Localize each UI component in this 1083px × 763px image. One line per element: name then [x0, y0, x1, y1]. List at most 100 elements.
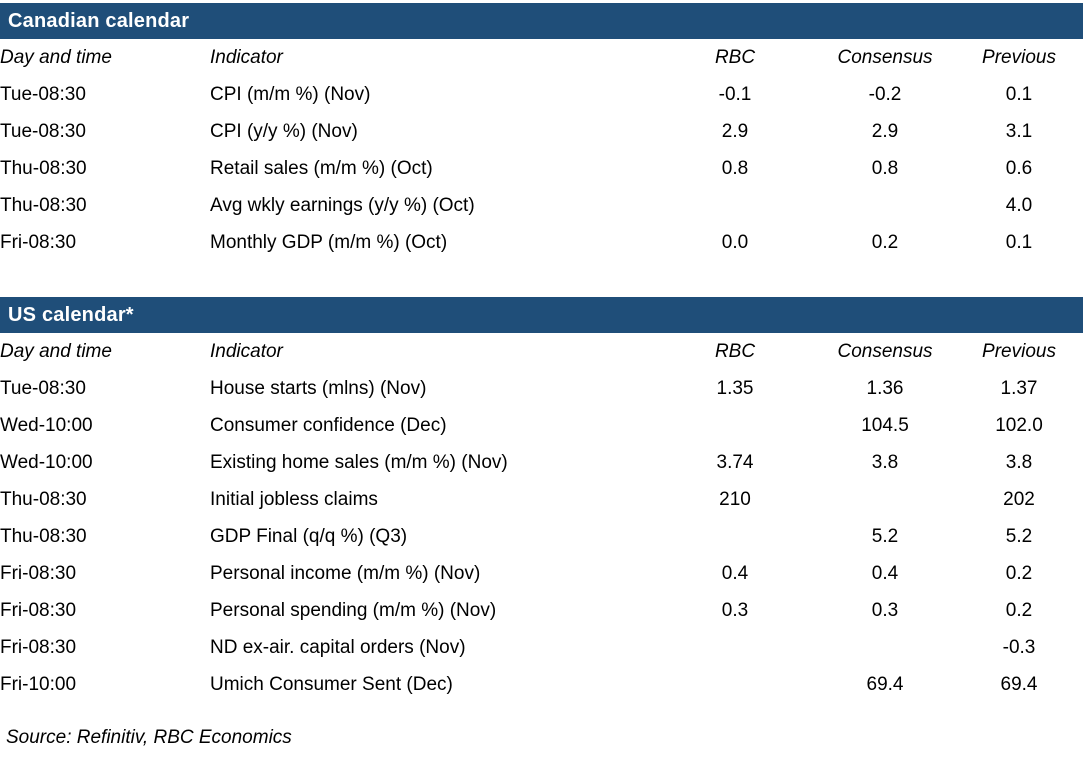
us-calendar-table: Day and time Indicator RBC Consensus Pre…: [0, 333, 1083, 703]
cell-indicator: Personal spending (m/m %) (Nov): [210, 599, 497, 621]
cell-consensus: 5.2: [871, 525, 899, 547]
table-row: Fri-08:30 Monthly GDP (m/m %) (Oct) 0.0 0.2…: [0, 224, 1083, 261]
cell-rbc: [655, 629, 815, 666]
cell-rbc: 2.9: [721, 120, 749, 142]
cell-day-and-time: Fri-10:00: [0, 673, 77, 695]
cell-consensus: 1.36: [866, 377, 904, 399]
section-title: Canadian calendar: [8, 10, 190, 32]
cell-rbc: 0.8: [721, 157, 749, 179]
col-header-indicator: Indicator: [210, 46, 283, 68]
canadian-calendar-body: Tue-08:30 CPI (m/m %) (Nov) -0.1 -0.2 0.1 Tue…: [0, 76, 1083, 261]
table-row: Tue-08:30 House starts (mlns) (Nov) 1.35 1.…: [0, 370, 1083, 407]
cell-previous: 69.4: [1000, 673, 1038, 695]
source-note: Source: Refinitiv, RBC Economics: [6, 727, 292, 748]
cell-consensus: 0.3: [871, 599, 899, 621]
cell-previous: -0.3: [1002, 636, 1036, 658]
cell-consensus: [815, 187, 955, 224]
cell-indicator: ND ex-air. capital orders (Nov): [210, 636, 466, 658]
cell-rbc: 0.3: [721, 599, 749, 621]
col-header-rbc: RBC: [714, 340, 756, 362]
cell-consensus: 0.2: [871, 231, 899, 253]
table-row: Thu-08:30 Avg wkly earnings (y/y %) (Oct)…: [0, 187, 1083, 224]
cell-consensus: 2.9: [871, 120, 899, 142]
cell-indicator: Retail sales (m/m %) (Oct): [210, 157, 433, 179]
us-calendar-title-bar: US calendar*: [0, 297, 1083, 333]
cell-previous: 202: [1003, 488, 1035, 510]
cell-rbc: 3.74: [716, 451, 754, 473]
cell-previous: 0.2: [1005, 562, 1033, 584]
table-row: Thu-08:30 GDP Final (q/q %) (Q3) 5.2 5.2: [0, 518, 1083, 555]
cell-previous: 0.1: [1005, 231, 1033, 253]
cell-rbc: [655, 518, 815, 555]
cell-day-and-time: Tue-08:30: [0, 377, 86, 399]
cell-previous: 0.1: [1005, 83, 1033, 105]
cell-day-and-time: Tue-08:30: [0, 83, 86, 105]
cell-indicator: Consumer confidence (Dec): [210, 414, 447, 436]
section-title: US calendar*: [8, 304, 134, 326]
cell-indicator: CPI (y/y %) (Nov): [210, 120, 358, 142]
column-header-row: Day and time Indicator RBC Consensus Pre…: [0, 333, 1083, 370]
cell-previous: 5.2: [1005, 525, 1033, 547]
cell-rbc: 210: [719, 488, 751, 510]
cell-indicator: GDP Final (q/q %) (Q3): [210, 525, 408, 547]
cell-day-and-time: Wed-10:00: [0, 414, 93, 436]
cell-day-and-time: Fri-08:30: [0, 636, 77, 658]
cell-consensus: 0.8: [871, 157, 899, 179]
cell-day-and-time: Thu-08:30: [0, 525, 87, 547]
canadian-calendar-section: Canadian calendar Day and time Indicator…: [0, 3, 1083, 261]
cell-consensus: 3.8: [871, 451, 899, 473]
cell-rbc: [655, 407, 815, 444]
cell-day-and-time: Thu-08:30: [0, 157, 87, 179]
cell-rbc: 1.35: [716, 377, 754, 399]
col-header-consensus: Consensus: [837, 46, 933, 68]
column-header-row: Day and time Indicator RBC Consensus Pre…: [0, 39, 1083, 76]
table-row: Tue-08:30 CPI (m/m %) (Nov) -0.1 -0.2 0.1: [0, 76, 1083, 113]
table-row: Tue-08:30 CPI (y/y %) (Nov) 2.9 2.9 3.1: [0, 113, 1083, 150]
cell-day-and-time: Fri-08:30: [0, 231, 77, 253]
cell-consensus: 0.4: [871, 562, 899, 584]
cell-previous: 4.0: [1005, 194, 1033, 216]
us-calendar-body: Tue-08:30 House starts (mlns) (Nov) 1.35 1.…: [0, 370, 1083, 703]
cell-previous: 0.6: [1005, 157, 1033, 179]
cell-previous: 1.37: [1000, 377, 1038, 399]
cell-rbc: [655, 666, 815, 703]
cell-indicator: Umich Consumer Sent (Dec): [210, 673, 453, 695]
cell-rbc: 0.4: [721, 562, 749, 584]
cell-day-and-time: Wed-10:00: [0, 451, 93, 473]
cell-rbc: -0.1: [718, 83, 752, 105]
col-header-previous: Previous: [982, 46, 1056, 68]
cell-day-and-time: Fri-08:30: [0, 562, 77, 584]
cell-rbc: [655, 187, 815, 224]
cell-consensus: 69.4: [866, 673, 904, 695]
table-row: Wed-10:00 Consumer confidence (Dec) 104.5 1…: [0, 407, 1083, 444]
cell-day-and-time: Thu-08:30: [0, 194, 87, 216]
cell-indicator: CPI (m/m %) (Nov): [210, 83, 371, 105]
cell-previous: 102.0: [995, 414, 1043, 436]
col-header-rbc: RBC: [714, 46, 756, 68]
cell-day-and-time: Fri-08:30: [0, 599, 77, 621]
cell-previous: 3.8: [1005, 451, 1033, 473]
canadian-calendar-table: Day and time Indicator RBC Consensus Pre…: [0, 39, 1083, 261]
cell-rbc: 0.0: [721, 231, 749, 253]
cell-indicator: Personal income (m/m %) (Nov): [210, 562, 481, 584]
col-header-previous: Previous: [982, 340, 1056, 362]
table-row: Thu-08:30 Retail sales (m/m %) (Oct) 0.8 0.…: [0, 150, 1083, 187]
cell-day-and-time: Tue-08:30: [0, 120, 86, 142]
table-row: Wed-10:00 Existing home sales (m/m %) (No…: [0, 444, 1083, 481]
cell-indicator: House starts (mlns) (Nov): [210, 377, 427, 399]
table-row: Fri-10:00 Umich Consumer Sent (Dec) 69.4 69…: [0, 666, 1083, 703]
cell-indicator: Initial jobless claims: [210, 488, 378, 510]
cell-indicator: Existing home sales (m/m %) (Nov): [210, 451, 508, 473]
cell-previous: 0.2: [1005, 599, 1033, 621]
table-row: Fri-08:30 ND ex-air. capital orders (Nov)…: [0, 629, 1083, 666]
col-header-consensus: Consensus: [837, 340, 933, 362]
col-header-day-and-time: Day and time: [0, 46, 112, 68]
cell-previous: 3.1: [1005, 120, 1033, 142]
col-header-day-and-time: Day and time: [0, 340, 112, 362]
cell-consensus: [815, 629, 955, 666]
cell-consensus: -0.2: [868, 83, 902, 105]
table-row: Thu-08:30 Initial jobless claims 210 202: [0, 481, 1083, 518]
canadian-calendar-title-bar: Canadian calendar: [0, 3, 1083, 39]
us-calendar-section: US calendar* Day and time Indicator RBC …: [0, 297, 1083, 703]
